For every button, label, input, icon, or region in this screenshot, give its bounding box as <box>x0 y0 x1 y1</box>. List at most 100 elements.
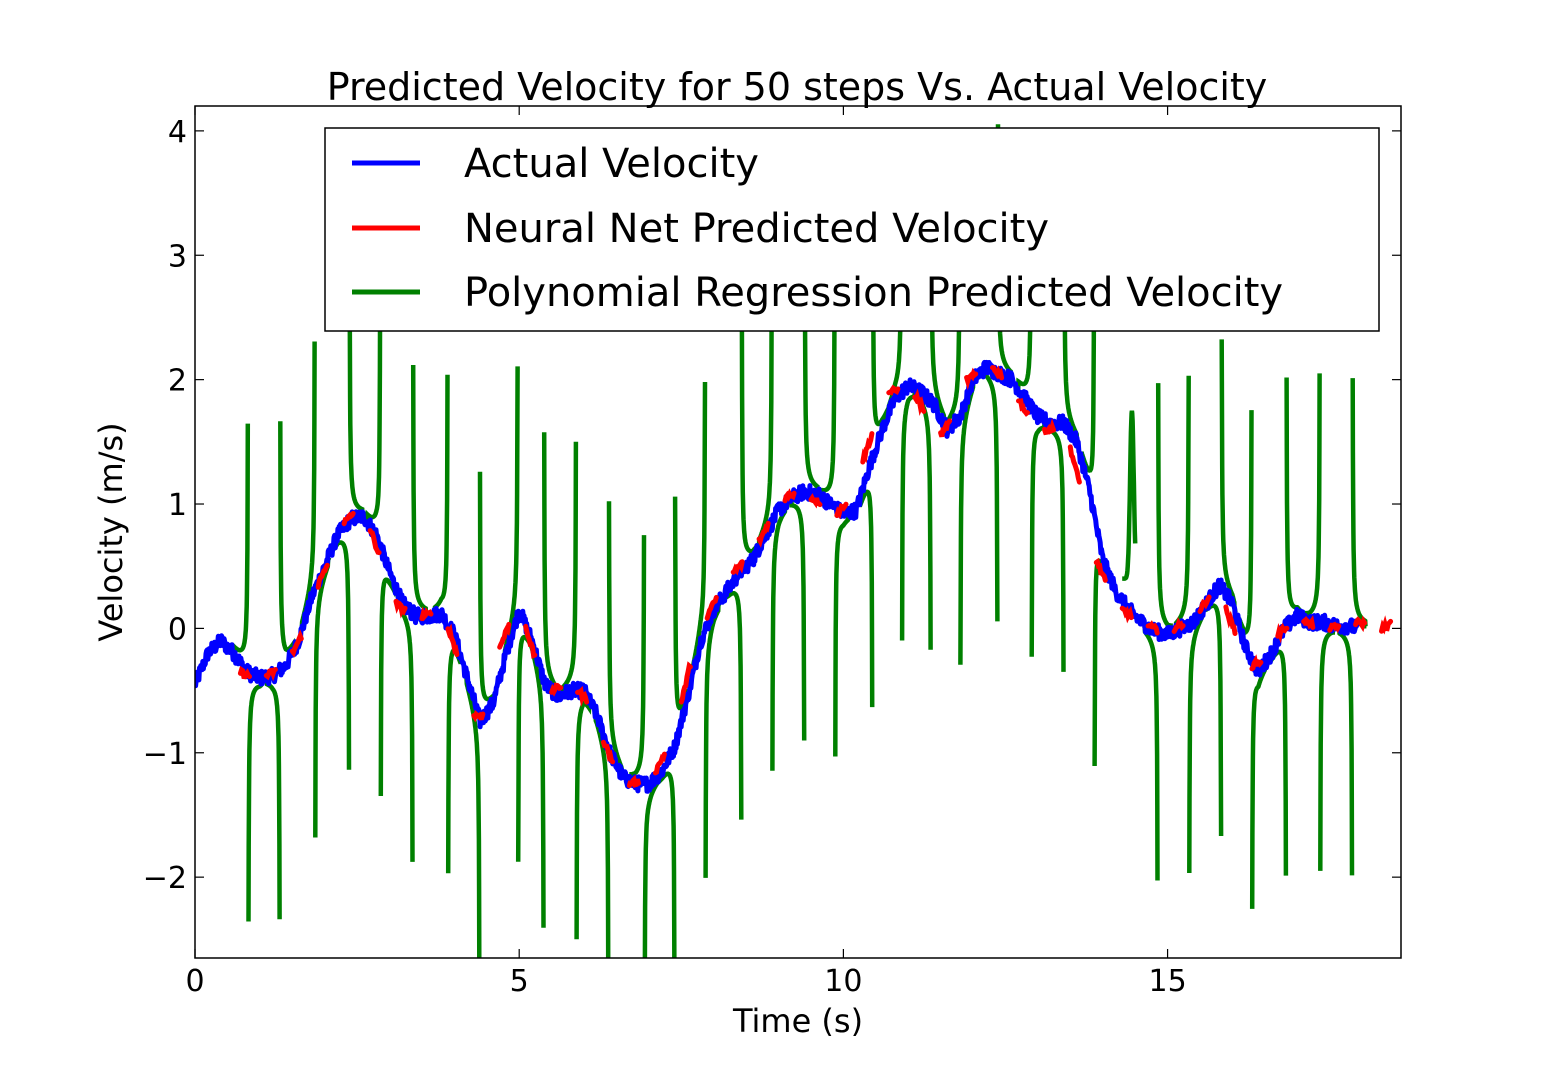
polynomial-segment <box>560 441 579 695</box>
neural-net-segment <box>1353 615 1368 633</box>
y-tick-label: 0 <box>168 612 187 647</box>
neural-net-segment <box>445 623 460 657</box>
neural-net-segment <box>393 598 408 619</box>
neural-net-segment <box>367 528 382 556</box>
neural-net-segment <box>523 623 538 659</box>
polynomial-segment <box>1235 410 1254 635</box>
neural-net-segment <box>782 488 797 504</box>
polynomial-segment <box>1092 558 1111 767</box>
x-tick-label: 15 <box>1148 964 1186 999</box>
polynomial-segment <box>1318 623 1336 871</box>
x-tick-label: 10 <box>824 964 862 999</box>
polynomial-segment <box>347 271 365 517</box>
polynomial-segment <box>628 535 647 783</box>
polynomial-segment <box>264 676 282 920</box>
neural-net-segment <box>237 665 252 680</box>
actual-velocity-line <box>195 359 1362 794</box>
neural-net-segment <box>1016 398 1030 417</box>
legend-label-neural-net: Neural Net Predicted Velocity <box>464 206 1049 252</box>
series-actual-velocity <box>195 359 1362 794</box>
polynomial-segment <box>770 503 789 771</box>
polynomial-segment <box>332 539 352 770</box>
polynomial-segment <box>1284 377 1303 618</box>
y-tick-label: 1 <box>168 488 187 523</box>
chart-title: Predicted Velocity for 50 steps Vs. Actu… <box>327 65 1268 109</box>
polynomial-segment <box>899 388 918 641</box>
polynomial-segment <box>606 501 625 777</box>
neural-net-segment <box>626 774 641 789</box>
polynomial-segment <box>1122 410 1138 581</box>
neural-net-segment <box>471 710 486 723</box>
polynomial-segment <box>232 423 251 658</box>
polynomial-segment <box>246 677 264 922</box>
neural-net-segment <box>1197 594 1212 614</box>
polynomial-segment <box>364 296 383 527</box>
neural-net-segment <box>860 431 875 465</box>
neural-net-segment <box>1249 654 1264 672</box>
polynomial-segment <box>574 694 593 940</box>
polynomial-segment <box>1187 609 1206 874</box>
polynomial-segment <box>915 390 933 650</box>
series-layer <box>195 124 1394 958</box>
neural-net-segment <box>1171 617 1186 634</box>
polynomial-segment <box>819 258 837 499</box>
polynomial-segment <box>1269 643 1289 876</box>
polynomial-segment <box>1142 623 1160 881</box>
polynomial-segment <box>1350 378 1368 629</box>
polynomial-segment <box>278 421 297 658</box>
polynomial-segment <box>982 365 1000 622</box>
series-neural-net <box>237 365 1394 789</box>
neural-net-segment <box>938 418 953 438</box>
legend-label-actual: Actual Velocity <box>464 141 759 187</box>
neural-net-segment <box>964 367 979 391</box>
neural-net-segment <box>1145 620 1160 636</box>
polynomial-segment <box>1048 422 1066 672</box>
neural-net-segment <box>1301 615 1316 630</box>
polynomial-segment <box>1304 373 1322 621</box>
neural-net-segment <box>575 685 590 708</box>
x-axis-label: Time (s) <box>732 1002 863 1040</box>
polynomial-segment <box>703 602 722 878</box>
y-tick-label: −2 <box>143 861 187 896</box>
plot-frame <box>194 105 1402 959</box>
neural-net-segment <box>315 562 330 590</box>
neural-net-segment <box>419 606 434 622</box>
polynomial-segment <box>592 711 611 958</box>
neural-net-segment <box>1067 444 1082 485</box>
neural-net-segment <box>289 629 304 658</box>
legend-box <box>324 127 1380 332</box>
neural-net-segment <box>834 501 849 520</box>
neural-net-segment <box>263 667 278 682</box>
legend-label-polynomial: Polynomial Regression Predicted Velocity <box>464 270 1283 316</box>
neural-net-segment <box>912 388 927 416</box>
neural-net-segment <box>1327 621 1342 634</box>
polynomial-segment <box>788 495 807 741</box>
polynomial-segment <box>378 576 397 797</box>
polynomial-segment <box>958 378 976 665</box>
y-tick-label: 2 <box>168 364 187 399</box>
neural-net-segment <box>990 365 1005 381</box>
neural-net-segment <box>1379 615 1394 635</box>
y-axis-label: Velocity (m/s) <box>92 422 130 641</box>
polynomial-segment <box>541 432 560 697</box>
polynomial-segment <box>659 768 677 958</box>
polynomial-segment <box>313 556 332 838</box>
x-tick-label: 0 <box>185 964 204 999</box>
polynomial-segment <box>432 374 450 616</box>
neural-net-segment <box>497 621 512 650</box>
polynomial-segment <box>833 512 851 757</box>
polynomial-segment <box>396 595 415 862</box>
polynomial-segment <box>725 583 744 820</box>
polynomial-segment <box>739 321 758 555</box>
polynomial-segment <box>410 364 429 617</box>
y-tick-label: 3 <box>168 239 187 274</box>
polynomial-segment <box>856 489 875 708</box>
neural-net-segment <box>601 739 616 765</box>
polynomial-segment <box>1249 661 1268 909</box>
polynomial-segment <box>515 634 535 862</box>
neural-net-segment <box>1275 622 1290 644</box>
polynomial-segment <box>445 647 465 874</box>
legend: Actual Velocity Neural Net Predicted Vel… <box>324 127 1380 332</box>
neural-net-segment <box>1041 418 1056 436</box>
